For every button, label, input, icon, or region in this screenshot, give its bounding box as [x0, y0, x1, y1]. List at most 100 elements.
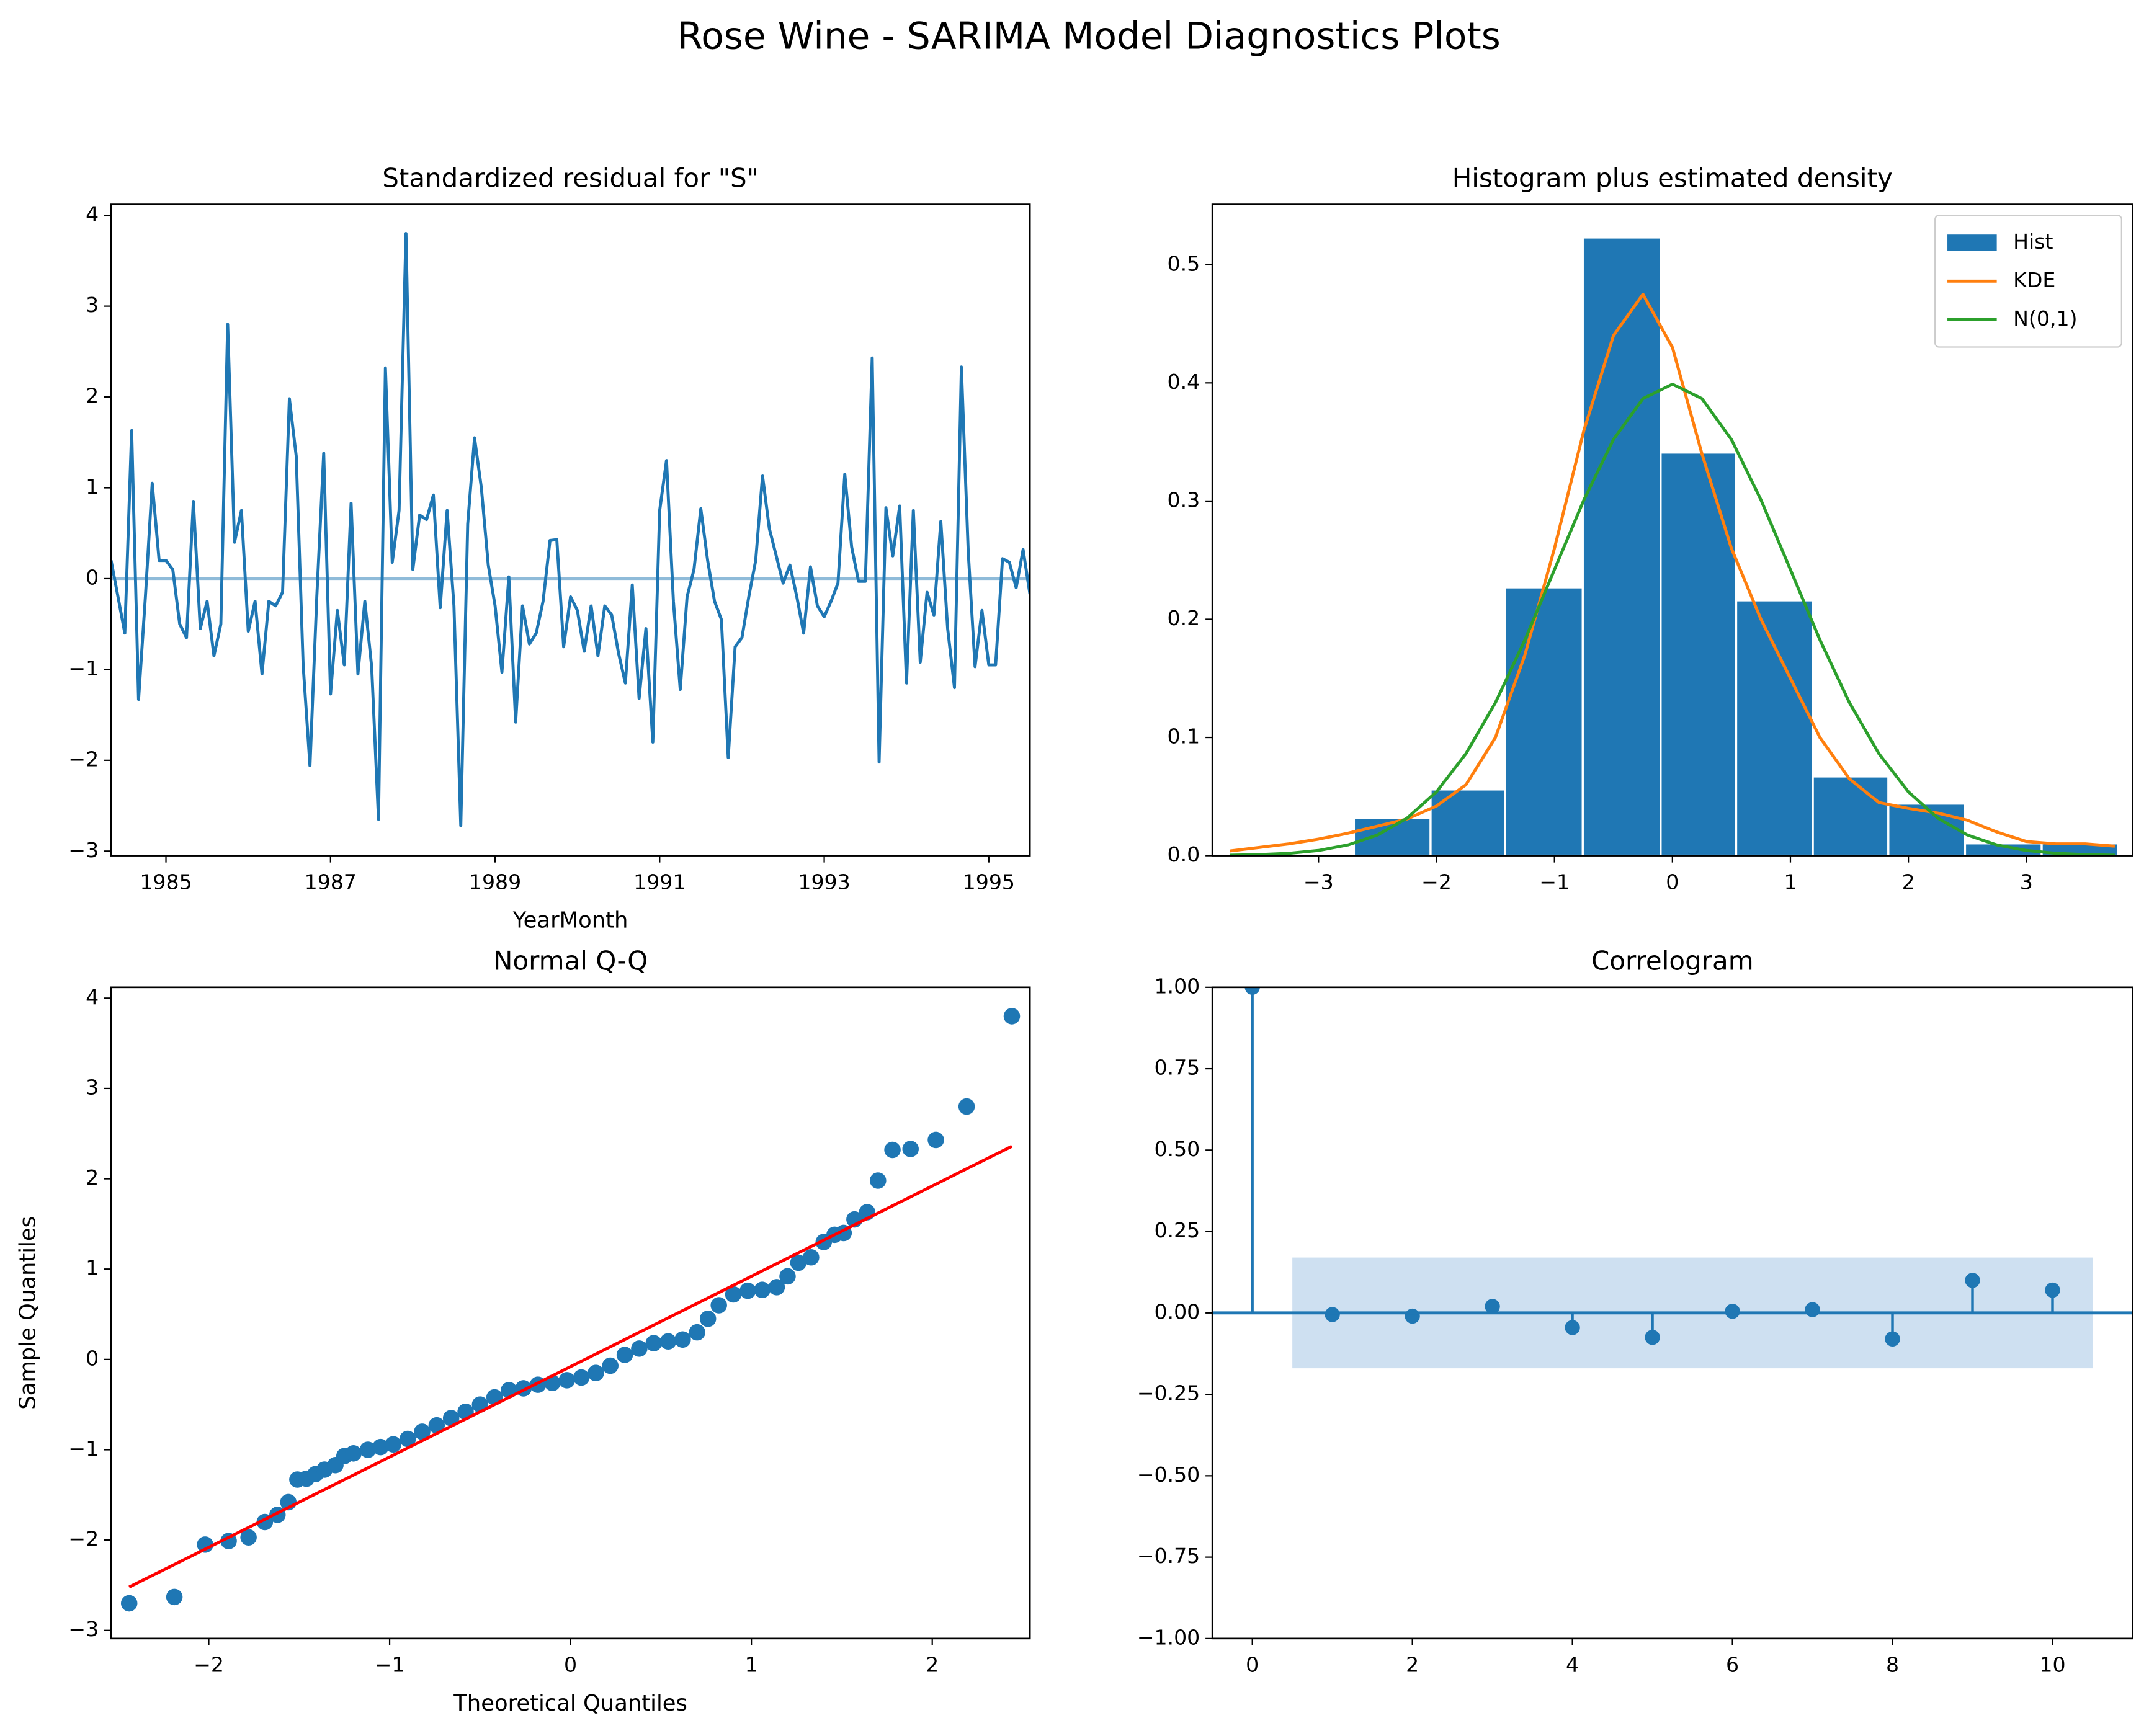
x-tick-label: 2 — [1406, 1653, 1419, 1677]
qq-point — [240, 1529, 257, 1546]
qq-point — [902, 1141, 919, 1157]
x-tick-label: 8 — [1886, 1653, 1899, 1677]
x-tick-label: 3 — [2020, 870, 2033, 894]
qq-point — [674, 1331, 691, 1348]
y-tick-label: −0.25 — [1137, 1381, 1200, 1405]
qq-point — [645, 1335, 662, 1351]
y-tick-label: 0.25 — [1154, 1218, 1200, 1242]
qq-point — [699, 1311, 717, 1327]
stem-marker — [1965, 1273, 1980, 1288]
stem-marker — [1645, 1330, 1660, 1345]
y-axis-label: Sample Quantiles — [15, 1216, 40, 1410]
y-tick-label: −3 — [68, 1617, 99, 1641]
y-tick-label: 0.1 — [1168, 724, 1200, 749]
axes-frame — [1211, 986, 2133, 1640]
qq-point — [166, 1588, 183, 1606]
stem-marker — [1244, 987, 1260, 995]
x-tick-label: −1 — [375, 1653, 405, 1677]
qq-point — [739, 1282, 756, 1299]
plot-area — [111, 232, 1030, 827]
residual-line — [111, 232, 1030, 827]
y-tick-label: 0.75 — [1154, 1056, 1200, 1080]
y-tick-label: −1 — [68, 1436, 99, 1461]
axes-frame — [110, 203, 1031, 857]
qq-point — [779, 1268, 796, 1285]
y-tick-label: −2 — [68, 1527, 99, 1551]
density-line — [1230, 292, 2115, 853]
x-tick-label: 0 — [564, 1653, 577, 1677]
x-tick-label: 1995 — [963, 870, 1015, 894]
plot-area — [1230, 236, 2120, 856]
stem-marker — [1565, 1320, 1580, 1335]
x-tick-label: 1 — [1784, 870, 1797, 894]
legend-swatch — [1947, 234, 1997, 251]
x-tick-label: 1987 — [305, 870, 357, 894]
qq-point — [414, 1423, 431, 1440]
x-tick-label: 6 — [1726, 1653, 1739, 1677]
x-axis-label: Theoretical Quantiles — [453, 1691, 687, 1716]
y-tick-label: −1.00 — [1137, 1625, 1200, 1649]
qq-point — [359, 1441, 377, 1458]
x-tick-label: 1 — [745, 1653, 758, 1677]
y-tick-label: 1.00 — [1154, 974, 1200, 998]
panel: Correlogram 0 2 4 6 8 10 −1.00 −0.75 −0.50 −0.25 0.… — [1137, 946, 2133, 1677]
y-tick-label: −1 — [68, 656, 99, 680]
x-tick-label: −2 — [194, 1653, 224, 1677]
x-tick-label: 1989 — [469, 870, 521, 894]
qq-point — [573, 1369, 590, 1386]
histogram-bar — [1581, 236, 1662, 856]
y-tick-label: 0.4 — [1168, 370, 1200, 394]
panel-title: Standardized residual for "S" — [382, 162, 759, 193]
legend-label: KDE — [2013, 268, 2055, 292]
histogram-bar — [1735, 599, 1814, 856]
x-tick-label: 0 — [1666, 870, 1679, 894]
y-tick-label: 3 — [86, 293, 99, 317]
legend: Hist KDE N(0,1) — [1934, 215, 2122, 348]
x-tick-label: 1985 — [140, 870, 192, 894]
y-tick-label: −0.75 — [1137, 1544, 1200, 1568]
qq-point — [803, 1249, 820, 1266]
qq-point — [958, 1098, 975, 1115]
histogram-bar — [1429, 788, 1506, 856]
legend-label: N(0,1) — [2013, 306, 2077, 331]
stem-marker — [2045, 1282, 2060, 1298]
x-tick-label: −3 — [1303, 870, 1334, 894]
y-tick-label: 0.00 — [1154, 1299, 1200, 1324]
density-line — [1230, 382, 2115, 856]
qq-point — [385, 1436, 402, 1453]
y-tick-label: 0.2 — [1168, 606, 1200, 630]
y-tick-label: 0 — [86, 565, 99, 589]
x-tick-label: 0 — [1246, 1653, 1259, 1677]
y-tick-label: −0.50 — [1137, 1462, 1200, 1487]
qq-point — [631, 1340, 648, 1357]
y-tick-label: 2 — [86, 384, 99, 408]
y-tick-label: 2 — [86, 1165, 99, 1190]
panel-title: Histogram plus estimated density — [1452, 162, 1893, 193]
stem-marker — [1485, 1299, 1500, 1314]
qq-point — [399, 1430, 416, 1448]
panel: Histogram plus estimated density −3 −2 −1 0 1… — [1168, 162, 2133, 894]
y-tick-label: 3 — [86, 1075, 99, 1099]
x-tick-label: −2 — [1421, 870, 1452, 894]
figure-title: Rose Wine - SARIMA Model Diagnostics Plo… — [677, 16, 1501, 58]
histogram-bar — [1812, 775, 1890, 856]
qq-point — [428, 1417, 445, 1434]
y-tick-label: 0.5 — [1168, 251, 1200, 275]
qq-point — [710, 1297, 727, 1314]
histogram-bar — [1352, 816, 1432, 856]
qq-point — [1003, 1008, 1021, 1025]
reference-fit-line — [128, 1144, 1013, 1589]
histogram-bar — [1504, 586, 1584, 856]
y-tick-label: −3 — [68, 838, 99, 862]
qq-point — [725, 1286, 742, 1303]
x-tick-label: −1 — [1539, 870, 1570, 894]
qq-point — [768, 1279, 785, 1296]
qq-point — [588, 1364, 604, 1381]
qq-point — [659, 1333, 677, 1350]
qq-point — [120, 1595, 138, 1612]
stem-marker — [1885, 1331, 1900, 1347]
x-tick-label: 4 — [1566, 1653, 1579, 1677]
